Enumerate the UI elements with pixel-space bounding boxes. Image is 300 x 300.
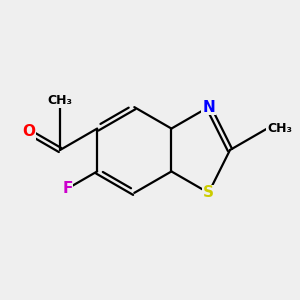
Text: O: O: [22, 124, 35, 139]
Text: N: N: [202, 100, 215, 115]
Text: CH₃: CH₃: [267, 122, 292, 135]
Text: F: F: [62, 181, 73, 196]
Text: S: S: [203, 185, 214, 200]
Text: CH₃: CH₃: [48, 94, 73, 107]
